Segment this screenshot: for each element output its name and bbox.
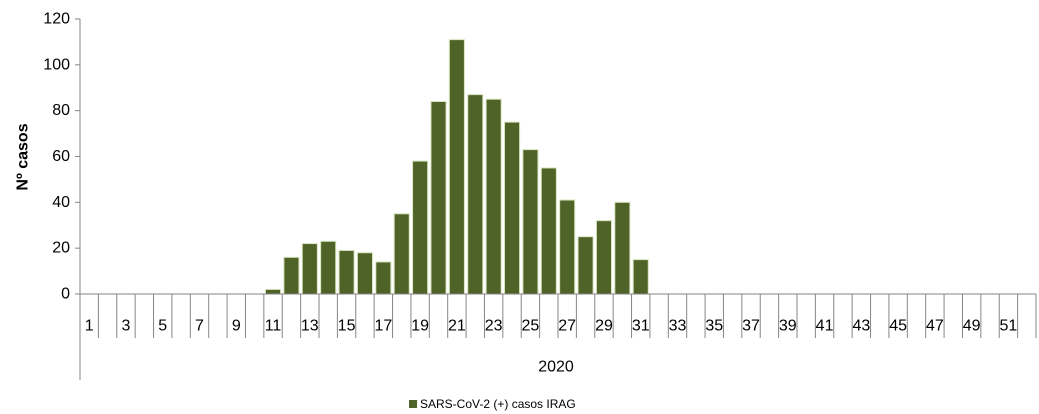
bar-week-21 xyxy=(448,39,465,295)
bars xyxy=(265,39,649,295)
x-tick-label: 35 xyxy=(705,318,723,335)
bar-week-27 xyxy=(559,199,576,295)
legend: SARS-CoV-2 (+) casos IRAG xyxy=(409,397,576,411)
x-tick-label: 49 xyxy=(963,318,981,335)
x-tick-label: 25 xyxy=(522,318,540,335)
x-tick-label: 5 xyxy=(158,318,167,335)
x-axis: 1 3 5 7 9 11 13 15 17 19 21 23 25 27 29 31 33 35 37 39 41 43 4… xyxy=(79,293,1037,380)
bar-week-11 xyxy=(265,288,282,295)
x-tick-label: 9 xyxy=(232,318,241,335)
x-tick-label: 51 xyxy=(1000,318,1018,335)
x-tick-label: 37 xyxy=(742,318,760,335)
x-tick-label: 27 xyxy=(558,318,576,335)
x-tick-label: 43 xyxy=(852,318,870,335)
x-tick-label: 41 xyxy=(816,318,834,335)
legend-label: SARS-CoV-2 (+) casos IRAG xyxy=(420,397,576,411)
x-tick-label: 17 xyxy=(374,318,392,335)
bar-week-16 xyxy=(356,252,373,295)
bar-week-20 xyxy=(430,101,447,295)
bar-week-26 xyxy=(540,167,557,295)
x-tick-label: 29 xyxy=(595,318,613,335)
bar-week-19 xyxy=(412,160,429,295)
legend-swatch xyxy=(409,400,417,408)
x-tick-label: 31 xyxy=(632,318,650,335)
bar-week-17 xyxy=(375,261,392,295)
bar-week-24 xyxy=(504,121,521,295)
bar-week-25 xyxy=(522,149,539,295)
x-tick-label: 45 xyxy=(889,318,907,335)
y-tick-label: 0 xyxy=(61,286,70,303)
group-label: 2020 xyxy=(538,359,574,376)
bar-week-18 xyxy=(393,213,410,295)
x-tick-label: 15 xyxy=(338,318,356,335)
y-axis: 0 20 40 60 80 100 120 xyxy=(43,11,81,303)
x-tick-label: 11 xyxy=(265,318,282,335)
bar-week-15 xyxy=(338,249,355,295)
bar-week-28 xyxy=(577,236,594,295)
y-tick-label: 80 xyxy=(52,102,70,119)
bar-week-30 xyxy=(614,201,631,295)
x-tick-label: 7 xyxy=(195,318,204,335)
bar-week-29 xyxy=(595,220,612,295)
y-tick-label: 40 xyxy=(52,194,70,211)
bar-week-14 xyxy=(320,240,337,295)
x-tick-label: 1 xyxy=(85,318,94,335)
bar-week-23 xyxy=(485,98,502,295)
bar-week-12 xyxy=(283,256,300,295)
x-tick-label: 23 xyxy=(485,318,503,335)
y-tick-label: 120 xyxy=(43,11,70,28)
x-tick-label: 13 xyxy=(301,318,319,335)
x-tick-label: 39 xyxy=(779,318,797,335)
x-tick-label: 3 xyxy=(122,318,131,335)
x-tick-label: 33 xyxy=(669,318,687,335)
y-tick-label: 100 xyxy=(43,56,70,73)
x-tick-label: 21 xyxy=(448,318,466,335)
x-tick-label: 47 xyxy=(926,318,944,335)
x-tick-label: 19 xyxy=(411,318,429,335)
y-tick-label: 60 xyxy=(52,148,70,165)
y-axis-title: Nº casos xyxy=(15,123,32,190)
y-tick-label: 20 xyxy=(52,240,70,257)
bar-week-31 xyxy=(632,259,649,295)
bar-week-22 xyxy=(467,94,484,295)
bar-week-13 xyxy=(301,243,318,295)
